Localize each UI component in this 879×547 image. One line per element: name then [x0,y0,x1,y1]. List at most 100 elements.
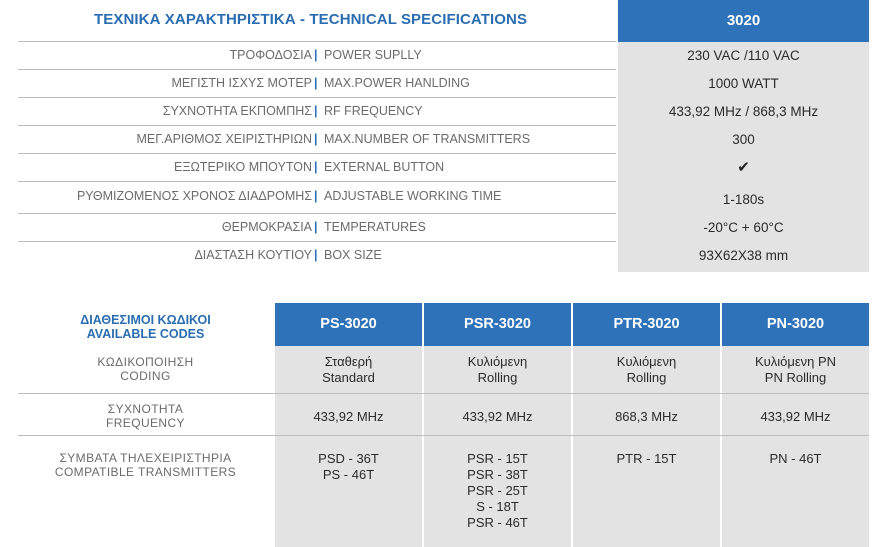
row-label: ΣΥΜΒΑΤΑ ΤΗΛΕΧΕΙΡΙΣΤΗΡΙΑ COMPATIBLE TRANS… [18,451,273,479]
column-header-pn-3020: PN-3020 [722,303,869,346]
codes-row-transmitters: ΣΥΜΒΑΤΑ ΤΗΛΕΧΕΙΡΙΣΤΗΡΙΑ COMPATIBLE TRANS… [18,436,869,547]
column-background [573,346,720,547]
spec-value: 93X62X38 mm [618,242,869,272]
spec-label: ΤΡΟΦΟΔΟΣΙΑ | POWER SUPLLY [18,42,616,70]
spec-row-max-transmitters: ΜΕΓ.ΑΡΙΘΜΟΣ ΧΕΙΡΙΣΤΗΡΙΩΝ | MAX.NUMBER OF… [18,126,869,154]
row-label: ΣΥΧΝΟΤΗΤΑ FREQUENCY [18,402,273,430]
label-english: MAX.NUMBER OF TRANSMITTERS [324,132,531,146]
separator: | [314,132,318,146]
spec-row-external-button: ΕΞΩΤΕΡΙΚΟ ΜΠΟΥΤΟΝ | EXTERNAL BUTTON ✔ [18,154,869,182]
row-label-english: COMPATIBLE TRANSMITTERS [54,465,237,479]
transmitter-item: S - 18T [476,499,519,514]
label-greek: ΕΞΩΤΕΡΙΚΟ ΜΠΟΥΤΟΝ [174,160,312,174]
column-background [424,346,571,547]
model-header: 3020 [618,0,869,42]
label-greek: ΔΙΑΣΤΑΣΗ ΚΟΥΤΙΟΥ [194,248,312,262]
label-greek: ΘΕΡΜΟΚΡΑΣΙΑ [221,220,312,234]
label-english: BOX SIZE [324,248,382,262]
frequency-cell: 433,92 MHz [313,409,384,424]
label-english: EXTERNAL BUTTON [324,160,445,174]
label-greek: ΡΥΘΜΙΖΟΜΕΝΟΣ ΧΡΟΝΟΣ ΔΙΑΔΡΟΜΗΣ [76,189,312,203]
codes-row-coding: ΚΩΔΙΚΟΠΟΙΗΣΗ CODING Σταθερή Standard Κυλ… [18,346,869,394]
codes-title-english: AVAILABLE CODES [86,327,205,341]
row-label-english: CODING [120,369,171,383]
label-english: RF FREQUENCY [324,104,423,118]
transmitter-item: PSR - 38T [467,467,528,482]
codes-row-frequency: ΣΥΧΝΟΤΗΤΑ FREQUENCY 433,92 MHz 433,92 MH… [18,394,869,436]
transmitter-item: PS - 46T [322,467,375,482]
row-label-greek: ΚΩΔΙΚΟΠΟΙΗΣΗ [97,355,194,369]
separator: | [314,160,318,174]
label-greek: ΣΥΧΝΟΤΗΤΑ ΕΚΠΟΜΠΗΣ [162,104,312,118]
technical-specifications-table: ΤΕΧΝΙΚΑ ΧΑΡΑΚΤΗΡΙΣΤΙΚΑ - TECHNICAL SPECI… [18,0,869,272]
spec-value: 230 VAC /110 VAC [618,42,869,70]
spec-title: ΤΕΧΝΙΚΑ ΧΑΡΑΚΤΗΡΙΣΤΙΚΑ - TECHNICAL SPECI… [94,11,528,28]
spec-label: ΔΙΑΣΤΑΣΗ ΚΟΥΤΙΟΥ | BOX SIZE [18,242,616,269]
separator: | [314,76,318,90]
row-label: ΚΩΔΙΚΟΠΟΙΗΣΗ CODING [18,355,273,383]
column-header-ptr-3020: PTR-3020 [573,303,720,346]
separator: | [314,189,318,203]
transmitter-item: PSR - 25T [467,483,528,498]
spec-row-working-time: ΡΥΘΜΙΖΟΜΕΝΟΣ ΧΡΟΝΟΣ ΔΙΑΔΡΟΜΗΣ | ADJUSTAB… [18,182,869,214]
separator: | [314,248,318,262]
label-english: MAX.POWER HANLDING [324,76,470,90]
spec-row-box-size: ΔΙΑΣΤΑΣΗ ΚΟΥΤΙΟΥ | BOX SIZE 93X62X38 mm [18,242,869,272]
coding-cell: Κυλιόμενη PN PN Rolling [722,354,869,386]
checkmark-icon: ✔ [737,159,750,176]
separator: | [314,220,318,234]
available-codes-table: ΔΙΑΘΕΣΙΜΟΙ ΚΩΔΙΚΟΙ AVAILABLE CODES PS-30… [18,303,869,547]
spec-value: 300 [618,126,869,154]
coding-cell: Σταθερή Standard [275,354,422,386]
spec-value: 1000 WATT [618,70,869,98]
label-greek: ΜΕΓ.ΑΡΙΘΜΟΣ ΧΕΙΡΙΣΤΗΡΙΩΝ [136,132,312,146]
codes-header: ΔΙΑΘΕΣΙΜΟΙ ΚΩΔΙΚΟΙ AVAILABLE CODES PS-30… [18,303,869,346]
transmitter-item: PSR - 15T [467,451,528,466]
spec-label: ΣΥΧΝΟΤΗΤΑ ΕΚΠΟΜΠΗΣ | RF FREQUENCY [18,98,616,126]
label-english: POWER SUPLLY [324,48,422,62]
coding-english: PN Rolling [764,370,827,385]
row-label-greek: ΣΥΧΝΟΤΗΤΑ [107,402,184,416]
coding-english: Rolling [477,370,518,385]
label-english: ADJUSTABLE WORKING TIME [324,189,502,203]
codes-title: ΔΙΑΘΕΣΙΜΟΙ ΚΩΔΙΚΟΙ AVAILABLE CODES [18,313,273,341]
row-label-english: FREQUENCY [106,416,185,430]
spec-label: ΜΕΓΙΣΤΗ ΙΣΧΥΣ ΜΟΤΕΡ | MAX.POWER HANLDING [18,70,616,98]
transmitter-item: PN - 46T [769,451,822,466]
spec-label: ΕΞΩΤΕΡΙΚΟ ΜΠΟΥΤΟΝ | EXTERNAL BUTTON [18,154,616,182]
label-greek: ΜΕΓΙΣΤΗ ΙΣΧΥΣ ΜΟΤΕΡ [171,76,313,90]
label-greek: ΤΡΟΦΟΔΟΣΙΑ [229,48,312,62]
coding-greek: Σταθερή [324,354,373,369]
column-background [722,346,869,547]
coding-cell: Κυλιόμενη Rolling [424,354,571,386]
spec-header: ΤΕΧΝΙΚΑ ΧΑΡΑΚΤΗΡΙΣΤΙΚΑ - TECHNICAL SPECI… [18,0,869,42]
spec-label: ΡΥΘΜΙΖΟΜΕΝΟΣ ΧΡΟΝΟΣ ΔΙΑΔΡΟΜΗΣ | ADJUSTAB… [18,182,616,214]
row-label-greek: ΣΥΜΒΑΤΑ ΤΗΛΕΧΕΙΡΙΣΤΗΡΙΑ [59,451,232,465]
label-english: TEMPERATURES [324,220,426,234]
coding-cell: Κυλιόμενη Rolling [573,354,720,386]
separator: | [314,48,318,62]
spec-value: 433,92 MHz / 868,3 MHz [618,98,869,126]
transmitter-item: PSR - 46T [467,515,528,530]
divider [18,393,869,394]
column-header-ps-3020: PS-3020 [275,303,422,346]
spec-row-max-power: ΜΕΓΙΣΤΗ ΙΣΧΥΣ ΜΟΤΕΡ | MAX.POWER HANLDING… [18,70,869,98]
spec-label: ΘΕΡΜΟΚΡΑΣΙΑ | TEMPERATURES [18,214,616,242]
coding-greek: Κυλιόμενη [616,354,677,369]
spec-value: ✔ [618,154,869,182]
coding-english: Standard [322,370,375,385]
transmitters-cell: PTR - 15T [573,451,720,467]
spec-label: ΜΕΓ.ΑΡΙΘΜΟΣ ΧΕΙΡΙΣΤΗΡΙΩΝ | MAX.NUMBER OF… [18,126,616,154]
spec-row-power-supply: ΤΡΟΦΟΔΟΣΙΑ | POWER SUPLLY 230 VAC /110 V… [18,42,869,70]
transmitters-cell: PSR - 15T PSR - 38T PSR - 25T S - 18T PS… [424,451,571,531]
coding-english: Rolling [626,370,667,385]
transmitters-cell: PN - 46T [722,451,869,467]
frequency-cell: 868,3 MHz [615,409,678,424]
column-header-psr-3020: PSR-3020 [424,303,571,346]
codes-title-greek: ΔΙΑΘΕΣΙΜΟΙ ΚΩΔΙΚΟΙ [80,313,211,327]
coding-greek: Κυλιόμενη PN [754,354,837,369]
divider [18,435,869,436]
spec-row-rf-frequency: ΣΥΧΝΟΤΗΤΑ ΕΚΠΟΜΠΗΣ | RF FREQUENCY 433,92… [18,98,869,126]
spec-value: 1-180s [618,182,869,214]
transmitter-item: PSD - 36T [318,451,379,466]
